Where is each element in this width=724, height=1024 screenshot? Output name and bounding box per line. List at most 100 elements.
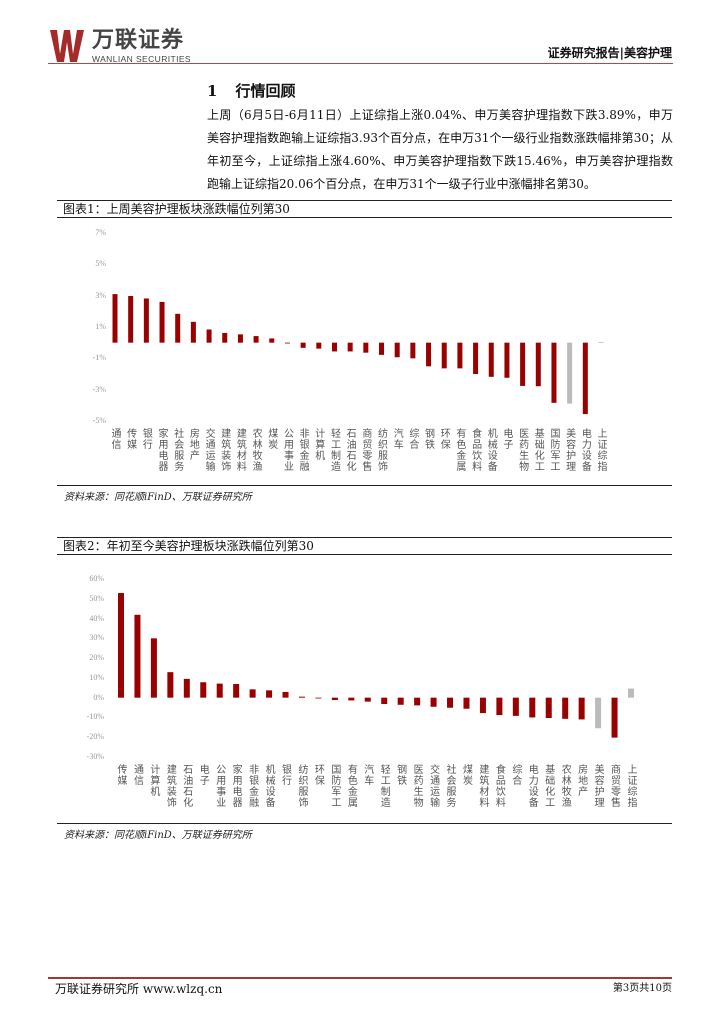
x-category-label: 非银金融 bbox=[297, 428, 309, 472]
x-category-label: 综合 bbox=[406, 428, 418, 450]
bar-食品饮料 bbox=[496, 697, 503, 716]
x-category-label: 美容护理 bbox=[592, 764, 604, 808]
chart1-title: 图表1：上周美容护理板块涨跌幅位列第30 bbox=[57, 200, 672, 218]
bar-电子 bbox=[504, 342, 510, 378]
bar-社会服务 bbox=[175, 313, 181, 343]
x-category-label: 传媒 bbox=[124, 428, 136, 450]
report-type: 证券研究报告|美容护理 bbox=[547, 46, 672, 60]
bar-房地产 bbox=[578, 697, 585, 720]
bar-公用事业 bbox=[284, 342, 290, 344]
x-category-label: 环保 bbox=[312, 764, 324, 786]
bar-综合 bbox=[512, 697, 519, 716]
bar-农林牧渔 bbox=[562, 697, 569, 719]
bar-美容护理 bbox=[567, 342, 573, 404]
bar-计算机 bbox=[316, 342, 322, 349]
bar-上证综指 bbox=[598, 342, 604, 343]
x-category-label: 建筑材料 bbox=[476, 764, 488, 808]
y-tick-label: 5% bbox=[95, 259, 106, 269]
y-tick-label: -20% bbox=[86, 732, 104, 742]
x-category-label: 电力设备 bbox=[526, 764, 538, 808]
footer-divider bbox=[48, 977, 672, 979]
logo-text-cn: 万联证券 bbox=[92, 28, 185, 53]
x-category-label: 通信 bbox=[109, 428, 120, 450]
x-category-label: 农林牧渔 bbox=[559, 764, 571, 808]
x-category-label: 家用电器 bbox=[156, 428, 168, 472]
x-category-label: 机械设备 bbox=[485, 428, 497, 472]
bar-石油石化 bbox=[347, 342, 353, 352]
x-category-label: 通信 bbox=[131, 764, 143, 786]
x-category-label: 基础化工 bbox=[532, 428, 544, 472]
x-category-label: 轻工制造 bbox=[328, 428, 340, 472]
y-tick-label: -30% bbox=[86, 752, 104, 761]
footer-institute: 万联证券研究所 www.wlzq.cn bbox=[55, 982, 223, 996]
bar-轻工制造 bbox=[381, 697, 388, 704]
x-category-label: 机械设备 bbox=[263, 764, 275, 808]
bar-公用事业 bbox=[216, 683, 223, 698]
bar-电子 bbox=[200, 682, 207, 698]
x-category-label: 国防军工 bbox=[547, 428, 559, 472]
chart2-bottom-rule bbox=[57, 823, 672, 826]
x-category-label: 食品饮料 bbox=[469, 428, 481, 472]
x-category-label: 环保 bbox=[438, 428, 450, 450]
x-category-label: 纺织服饰 bbox=[375, 428, 387, 472]
x-category-label: 建筑装饰 bbox=[218, 428, 230, 472]
y-tick-label: 40% bbox=[89, 613, 104, 623]
bar-商贸零售 bbox=[611, 697, 618, 738]
x-category-label: 计算机 bbox=[312, 428, 324, 461]
x-category-label: 钢铁 bbox=[422, 428, 434, 450]
bar-汽车 bbox=[364, 697, 371, 702]
bar-建筑材料 bbox=[479, 697, 486, 714]
bar-煤炭 bbox=[463, 697, 470, 709]
y-tick-label: -1% bbox=[92, 353, 106, 363]
bar-电力设备 bbox=[582, 342, 588, 415]
chart1-source: 资料来源：同花顺iFinD、万联证券研究所 bbox=[64, 492, 252, 503]
x-category-label: 煤炭 bbox=[265, 428, 277, 450]
y-tick-label: 60% bbox=[89, 574, 104, 583]
bar-建筑材料 bbox=[237, 334, 243, 343]
market-review-paragraph: 上周（6月5日-6月11日）上证综指上涨0.04%、申万美容护理指数下跌3.89… bbox=[207, 108, 673, 191]
chart1-bottom-rule bbox=[57, 485, 672, 488]
bar-建筑装饰 bbox=[222, 332, 228, 343]
x-category-label: 基础化工 bbox=[542, 764, 554, 808]
x-category-label: 银行 bbox=[140, 428, 152, 450]
x-category-label: 上证综指 bbox=[625, 764, 636, 808]
bar-基础化工 bbox=[535, 342, 541, 387]
bar-医药生物 bbox=[414, 697, 421, 706]
bar-综合 bbox=[410, 342, 416, 359]
bar-交通运输 bbox=[206, 329, 212, 343]
bar-煤炭 bbox=[269, 338, 275, 343]
y-tick-label: -10% bbox=[86, 712, 104, 722]
bar-钢铁 bbox=[397, 697, 404, 705]
bar-传媒 bbox=[118, 593, 124, 698]
x-category-label: 综合 bbox=[509, 764, 521, 786]
bar-商贸零售 bbox=[363, 342, 369, 353]
bar-银行 bbox=[143, 298, 149, 343]
x-category-label: 汽车 bbox=[391, 428, 403, 450]
bar-建筑装饰 bbox=[167, 672, 174, 698]
x-category-label: 传媒 bbox=[115, 764, 126, 786]
x-category-label: 有色金属 bbox=[453, 428, 465, 472]
bar-环保 bbox=[441, 342, 447, 369]
x-category-label: 国防军工 bbox=[328, 764, 340, 808]
x-category-label: 交通运输 bbox=[203, 428, 215, 472]
bar-家用电器 bbox=[159, 301, 165, 343]
bar-机械设备 bbox=[488, 342, 494, 377]
y-tick-label: -5% bbox=[92, 416, 106, 425]
header-divider bbox=[48, 63, 673, 64]
bar-环保 bbox=[315, 697, 322, 699]
bar-有色金属 bbox=[457, 342, 463, 369]
section-number: 1 bbox=[207, 82, 218, 100]
x-category-label: 电子 bbox=[500, 428, 512, 450]
bar-纺织服饰 bbox=[298, 696, 305, 698]
x-category-label: 有色金属 bbox=[345, 764, 357, 808]
x-category-label: 建筑材料 bbox=[234, 428, 246, 472]
x-category-label: 医药生物 bbox=[516, 428, 528, 472]
bar-石油石化 bbox=[183, 678, 190, 698]
y-tick-label: 7% bbox=[95, 228, 106, 237]
bar-食品饮料 bbox=[473, 342, 479, 374]
page-number: 第3页共10页 bbox=[612, 983, 672, 994]
x-category-label: 电子 bbox=[197, 764, 209, 786]
bar-家用电器 bbox=[233, 684, 240, 698]
bar-非银金融 bbox=[300, 342, 306, 348]
x-category-label: 计算机 bbox=[147, 764, 159, 797]
